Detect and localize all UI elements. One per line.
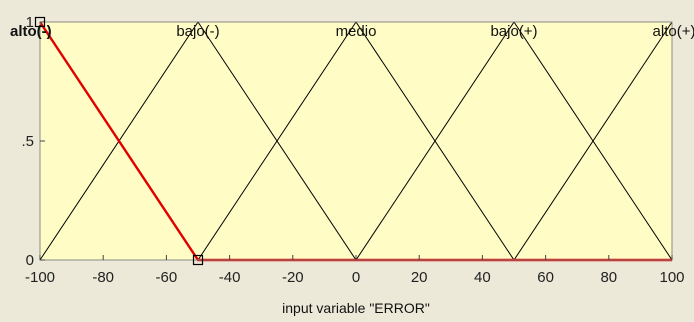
y-tick-label: 1	[26, 14, 34, 31]
x-axis-label: input variable "ERROR"	[282, 300, 430, 316]
x-tick-label: -80	[92, 269, 114, 286]
mf-label[interactable]: bajo(-)	[176, 23, 219, 40]
x-tick-label: 100	[659, 269, 684, 286]
plot-area[interactable]	[40, 22, 672, 260]
mf-markers	[34, 16, 204, 266]
x-tick-label: -60	[156, 269, 178, 286]
mf-labels: alto(-) bajo(-) medio bajo(+) alto(+)	[10, 23, 694, 40]
mf-label[interactable]: bajo(+)	[490, 23, 537, 40]
mf-label[interactable]: alto(+)	[653, 23, 694, 40]
x-tick-label: -100	[25, 269, 55, 286]
x-tick-label: 80	[600, 269, 617, 286]
y-tick-label: 0	[26, 252, 34, 269]
x-tick-label: -20	[282, 269, 304, 286]
vertex-handle[interactable]	[34, 16, 46, 28]
mf-label[interactable]: alto(-)	[10, 23, 52, 40]
mf-line-alto[interactable]	[513, 21, 673, 261]
x-tick-label: 40	[474, 269, 491, 286]
vertex-handle[interactable]	[192, 254, 204, 266]
x-tick-label: 60	[537, 269, 554, 286]
x-tick-label: 0	[352, 269, 360, 286]
x-tick-label: -40	[219, 269, 241, 286]
x-tick-label: 20	[411, 269, 428, 286]
y-tick-label: .5	[21, 133, 34, 150]
y-ticks: 0.51	[21, 14, 45, 269]
x-ticks: -100 -80 -60 -40 -20 0 20 40 60 80 100	[25, 255, 685, 286]
mf-label[interactable]: medio	[336, 23, 377, 40]
